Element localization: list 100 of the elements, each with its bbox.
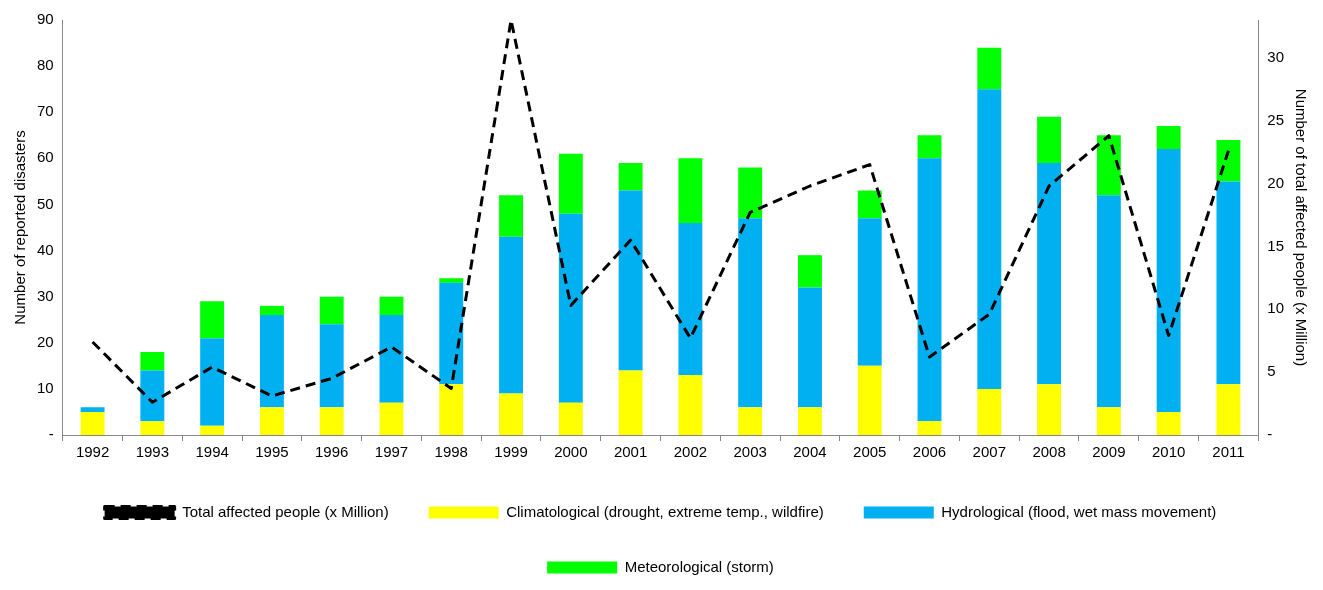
bar (200, 301, 225, 339)
x-tick-label: 2002 (673, 443, 708, 461)
bar (140, 352, 165, 371)
legend-label: Meteorological (storm) (624, 557, 774, 575)
x-tick-label: 2006 (912, 443, 947, 461)
x-tick-label: 2008 (1032, 443, 1066, 461)
x-tick-label: 2000 (554, 443, 588, 461)
bar (1216, 181, 1241, 385)
bar (558, 213, 583, 403)
bar (439, 282, 464, 385)
bar (1037, 162, 1062, 385)
bar (798, 287, 822, 408)
bar (499, 195, 523, 237)
y-tick-label: 30 (37, 286, 54, 304)
bar (678, 158, 703, 223)
bar (200, 338, 225, 426)
bar (1037, 384, 1062, 435)
bar (1216, 139, 1241, 182)
y-tick-label: 40 (37, 240, 54, 258)
x-tick-label: 1994 (195, 443, 229, 461)
y-tick-label: - (48, 425, 54, 443)
bar (917, 135, 942, 159)
x-tick-label: 2011 (1212, 443, 1245, 461)
bar (1096, 195, 1121, 408)
bar (259, 407, 284, 435)
y-tick-label: 60 (37, 148, 54, 166)
bar (379, 315, 404, 403)
bar (618, 370, 643, 435)
bar (80, 407, 105, 412)
bar (738, 167, 763, 219)
bar (80, 411, 105, 435)
y-tick-label: 20 (37, 332, 54, 350)
bar (857, 365, 882, 435)
y-tick-label: 80 (37, 56, 54, 74)
bar (977, 47, 1002, 90)
bar (977, 388, 1002, 435)
x-tick-label: 2010 (1151, 443, 1186, 461)
bar (738, 218, 763, 408)
bar (319, 296, 344, 325)
x-tick-label: 1995 (255, 443, 289, 461)
bar (857, 190, 882, 219)
x-tick-label: 1998 (434, 443, 468, 461)
bar (798, 407, 822, 435)
x-tick-label: 2009 (1092, 443, 1126, 461)
x-tick-label: 2007 (972, 443, 1006, 461)
bar (200, 425, 225, 435)
bar (1156, 126, 1181, 150)
bar (1037, 116, 1062, 163)
y-tick-label: 90 (37, 10, 54, 28)
bar (917, 421, 942, 435)
legend-label: Climatological (drought, extreme temp., wildfire) (506, 502, 824, 520)
bar (1096, 407, 1121, 435)
x-tick-label: 1997 (374, 443, 409, 461)
y2-tick-label: 25 (1267, 110, 1284, 128)
x-tick-label: 1999 (494, 443, 528, 461)
bar (738, 407, 763, 435)
x-tick-label: 2001 (613, 443, 648, 461)
y-tick-label: 10 (37, 379, 54, 397)
x-tick-label: 1992 (75, 443, 110, 461)
bar (140, 370, 165, 422)
bar (798, 255, 822, 288)
bar (618, 190, 643, 371)
x-tick-label: 1996 (315, 443, 349, 461)
bar (917, 158, 942, 422)
bar (319, 324, 344, 408)
y2-tick-label: 15 (1267, 236, 1284, 254)
bar (1156, 149, 1181, 412)
bar (379, 402, 404, 435)
y-tick-label: 50 (37, 194, 54, 212)
x-tick-label: 2003 (733, 443, 767, 461)
bar (439, 278, 464, 283)
bar (140, 421, 165, 435)
y2-axis-title: Number of total affected people (x Million) (1292, 88, 1310, 367)
bar (678, 375, 703, 435)
bar (499, 236, 523, 394)
y2-tick-label: 5 (1267, 362, 1276, 380)
bar (558, 153, 583, 214)
bar (439, 384, 464, 435)
bar (259, 315, 284, 408)
x-tick-label: 2004 (793, 443, 827, 461)
y-axis-title: Number of reported disasters (11, 130, 29, 325)
bar (319, 407, 344, 435)
bar (618, 162, 643, 191)
y2-tick-label: 10 (1267, 299, 1284, 317)
bar (1096, 135, 1121, 196)
bar (1216, 384, 1241, 435)
bar (977, 89, 1002, 389)
line-series (91, 20, 1230, 404)
bar (499, 393, 523, 435)
bar (379, 296, 404, 316)
y2-tick-label: 30 (1267, 47, 1284, 65)
x-tick-label: 2005 (853, 443, 887, 461)
x-tick-label: 1993 (135, 443, 170, 461)
bar (259, 305, 284, 316)
y2-tick-label: - (1267, 425, 1273, 443)
legend-label: Hydrological (flood, wet mass movement) (941, 502, 1217, 520)
bar (1156, 411, 1181, 435)
bar (558, 402, 583, 435)
bar (857, 218, 882, 366)
bar (678, 222, 703, 376)
